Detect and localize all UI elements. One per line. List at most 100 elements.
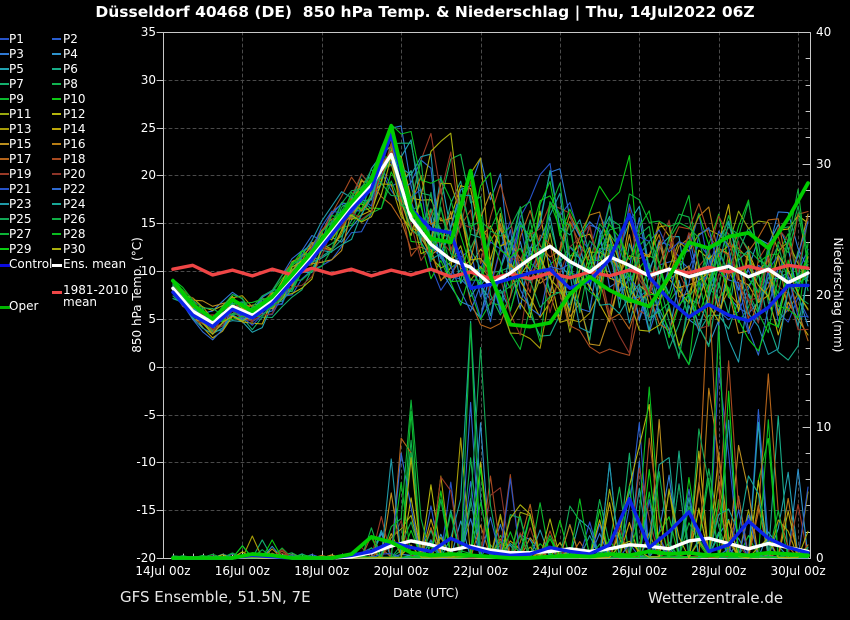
legend-item-p6-swatch bbox=[52, 68, 61, 70]
x-tick-label: 24Jul 00z bbox=[532, 564, 588, 578]
legend-item-p16-label: P16 bbox=[63, 137, 86, 151]
legend-item-p16-swatch bbox=[52, 143, 61, 145]
legend-item-p20-label: P20 bbox=[63, 167, 86, 181]
legend-item-p5-swatch bbox=[0, 68, 9, 70]
legend-item-p29-label: P29 bbox=[9, 242, 32, 256]
legend-item-p18-label: P18 bbox=[63, 152, 86, 166]
legend: P1 P2 P3 P4 P5 P6 P7 P8 P9 P10 P11 P12 P13 P14 P15 P16 P… bbox=[0, 0, 150, 330]
legend-item-p27-label: P27 bbox=[9, 227, 32, 241]
y-right-tick-label: 20 bbox=[816, 288, 832, 302]
legend-item-ens-mean-swatch bbox=[52, 264, 62, 267]
legend-item-p2-swatch bbox=[52, 38, 61, 40]
y-right-tick-label: 30 bbox=[816, 156, 832, 171]
y-left-tick-label: 5 bbox=[148, 311, 156, 326]
legend-item-p5-label: P5 bbox=[9, 62, 24, 76]
legend-item-p11-swatch bbox=[0, 113, 9, 115]
y-right-tick-label: 40 bbox=[816, 25, 832, 39]
legend-item-p17-label: P17 bbox=[9, 152, 32, 166]
legend-item-p12-swatch bbox=[52, 113, 61, 115]
chart-title: Düsseldorf 40468 (DE) 850 hPa Temp. & Ni… bbox=[95, 3, 755, 21]
legend-item-p15-swatch bbox=[0, 143, 9, 145]
y-right-tick-label: 0 bbox=[816, 551, 824, 565]
legend-item-p8-swatch bbox=[52, 83, 61, 85]
legend-item-p6-label: P6 bbox=[63, 62, 78, 76]
legend-item-p15-label: P15 bbox=[9, 137, 32, 151]
legend-item-p3-swatch bbox=[0, 53, 9, 55]
x-tick-label: 26Jul 00z bbox=[611, 564, 667, 578]
y-right-tick-label: 10 bbox=[816, 419, 832, 434]
y-left-tick-label: 25 bbox=[140, 120, 156, 135]
legend-item-control-swatch bbox=[0, 264, 10, 267]
legend-item-p27-swatch bbox=[0, 233, 9, 235]
y-left-tick-label: -15 bbox=[136, 503, 156, 518]
x-tick-label: 28Jul 00z bbox=[691, 564, 747, 578]
legend-item-p28-label: P28 bbox=[63, 227, 86, 241]
legend-item-p8-label: P8 bbox=[63, 77, 78, 91]
legend-item-p7-swatch bbox=[0, 83, 9, 85]
legend-item-p9-swatch bbox=[0, 98, 9, 100]
legend-item-p19-label: P19 bbox=[9, 167, 32, 181]
legend-item-p28-swatch bbox=[52, 233, 61, 235]
legend-item-p3-label: P3 bbox=[9, 47, 24, 61]
legend-item-p1-label: P1 bbox=[9, 32, 24, 46]
legend-item-p9-label: P9 bbox=[9, 92, 24, 106]
legend-item-p13-label: P13 bbox=[9, 122, 32, 136]
left-axis-title: 850 hPa Temp. (°C) bbox=[130, 237, 144, 353]
x-tick-label: 20Jul 00z bbox=[373, 564, 429, 578]
legend-item-p14-swatch bbox=[52, 128, 61, 130]
legend-item-p7-label: P7 bbox=[9, 77, 24, 91]
legend-item-p12-label: P12 bbox=[63, 107, 86, 121]
x-tick-label: 18Jul 00z bbox=[294, 564, 350, 578]
legend-item-p17-swatch bbox=[0, 158, 9, 160]
legend-item-p29-swatch bbox=[0, 248, 9, 250]
legend-item-p13-swatch bbox=[0, 128, 9, 130]
legend-item-p30-label: P30 bbox=[63, 242, 86, 256]
y-left-tick-label: 35 bbox=[140, 25, 156, 39]
y-left-tick-label: -20 bbox=[136, 551, 156, 565]
legend-item-ens-mean-label: Ens. mean bbox=[63, 257, 127, 271]
legend-item-oper-swatch bbox=[0, 306, 10, 309]
legend-item-p23-label: P23 bbox=[9, 197, 32, 211]
x-tick-label: 22Jul 00z bbox=[452, 564, 509, 578]
y-left-tick-label: 10 bbox=[140, 264, 156, 279]
y-left-tick-label: 20 bbox=[140, 168, 156, 183]
legend-item-p23-swatch bbox=[0, 203, 9, 205]
legend-item-p14-label: P14 bbox=[63, 122, 86, 136]
legend-item-control-label: Control bbox=[9, 257, 53, 271]
legend-item-p19-swatch bbox=[0, 173, 9, 175]
legend-item-p26-label: P26 bbox=[63, 212, 86, 226]
legend-item-p24-label: P24 bbox=[63, 197, 86, 211]
footer-model-info: GFS Ensemble, 51.5N, 7E bbox=[120, 588, 311, 606]
legend-item-clim-mean-swatch bbox=[52, 291, 62, 294]
footer-site-name: Wetterzentrale.de bbox=[648, 589, 784, 607]
y-left-tick-label: -10 bbox=[136, 455, 156, 470]
legend-item-p18-swatch bbox=[52, 158, 61, 160]
legend-item-p25-swatch bbox=[0, 218, 9, 220]
legend-item-p22-swatch bbox=[52, 188, 61, 190]
y-left-tick-label: -5 bbox=[144, 407, 156, 422]
legend-item-oper-label: Oper bbox=[9, 299, 39, 313]
y-left-tick-label: 15 bbox=[140, 216, 156, 231]
legend-item-p1-swatch bbox=[0, 38, 9, 40]
legend-item-p10-label: P10 bbox=[63, 92, 86, 106]
legend-item-p4-swatch bbox=[52, 53, 61, 55]
legend-item-p10-swatch bbox=[52, 98, 61, 100]
x-tick-label: 14Jul 00z bbox=[135, 564, 191, 578]
legend-item-p2-label: P2 bbox=[63, 32, 78, 46]
legend-item-p21-label: P21 bbox=[9, 182, 32, 196]
y-left-tick-label: 0 bbox=[148, 359, 156, 374]
legend-item-p11-label: P11 bbox=[9, 107, 32, 121]
legend-item-p21-swatch bbox=[0, 188, 9, 190]
legend-item-clim-mean-label: 1981-2010 mean bbox=[63, 283, 129, 309]
legend-item-p20-swatch bbox=[52, 173, 61, 175]
legend-item-p4-label: P4 bbox=[63, 47, 78, 61]
legend-item-p30-swatch bbox=[52, 248, 61, 250]
legend-item-p22-label: P22 bbox=[63, 182, 86, 196]
x-axis-title: Date (UTC) bbox=[393, 586, 459, 600]
legend-item-p25-label: P25 bbox=[9, 212, 32, 226]
x-tick-label: 30Jul 00z bbox=[770, 564, 826, 578]
y-left-tick-label: 30 bbox=[140, 72, 156, 87]
legend-item-p24-swatch bbox=[52, 203, 61, 205]
